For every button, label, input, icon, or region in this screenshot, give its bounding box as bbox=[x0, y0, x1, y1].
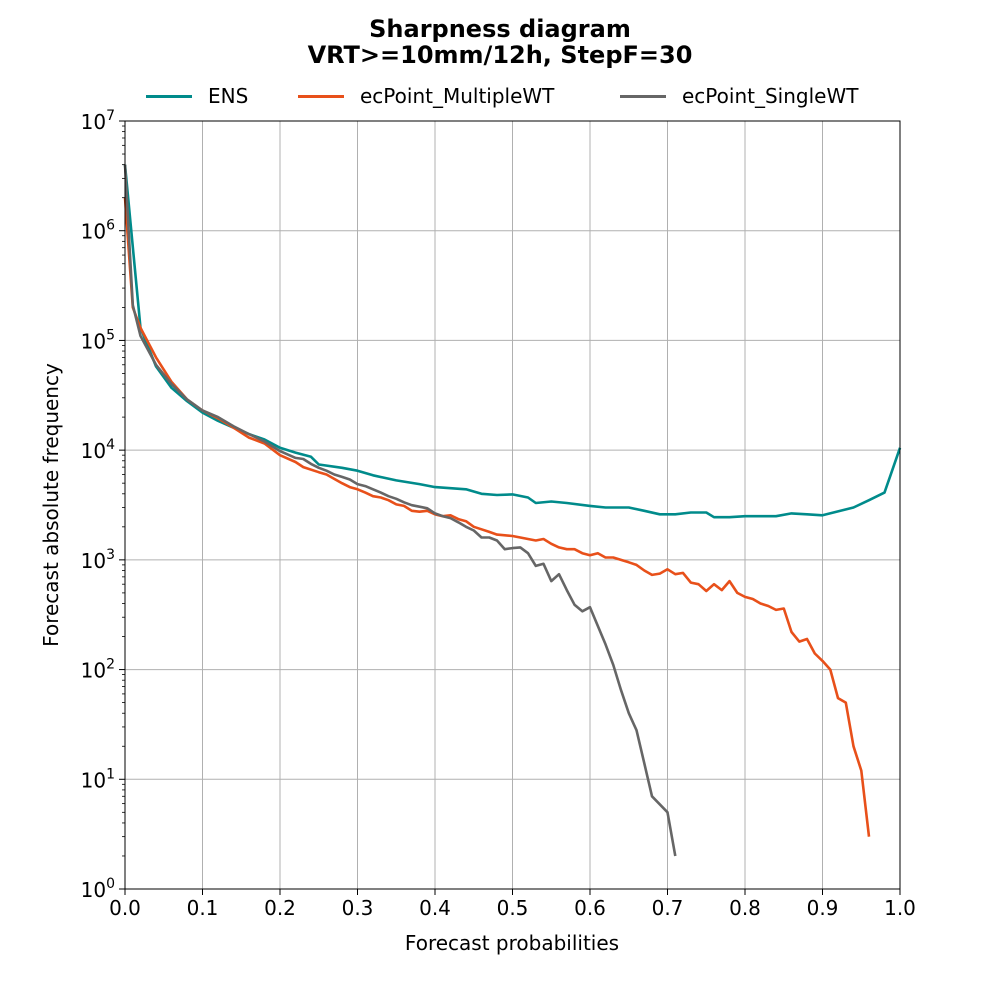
x-tick-label: 0.4 bbox=[419, 896, 451, 920]
series-line-ecpoint-multiplewt bbox=[123, 197, 871, 837]
y-tick-label: 100 bbox=[81, 876, 115, 902]
chart-legend: ENS ecPoint_MultipleWT ecPoint_SingleWT bbox=[0, 82, 1000, 110]
x-tick-label: 0.1 bbox=[187, 896, 219, 920]
x-tick-label: 0.7 bbox=[652, 896, 684, 920]
x-tick-label: 0.3 bbox=[342, 896, 374, 920]
y-tick-label: 103 bbox=[81, 547, 115, 573]
y-tick-label: 106 bbox=[81, 218, 115, 244]
legend-item-multiplewt: ecPoint_MultipleWT bbox=[298, 82, 554, 110]
y-tick-label: 102 bbox=[81, 657, 115, 683]
legend-label-ens: ENS bbox=[208, 84, 249, 108]
chart-subtitle: VRT>=10mm/12h, StepF=30 bbox=[307, 41, 693, 69]
x-tick-label: 1.0 bbox=[884, 896, 916, 920]
y-axis-label: Forecast absolute frequency bbox=[39, 363, 63, 647]
series-layer bbox=[123, 164, 902, 857]
y-tick-label: 105 bbox=[81, 327, 115, 353]
axis-layer: 0.0 0.1 0.2 0.3 0.4 0.5 0.6 0.7 0.8 0.9 1.0 100 101 1… bbox=[81, 108, 916, 920]
series-line-ecpoint-singlewt bbox=[123, 164, 677, 857]
legend-swatch-singlewt bbox=[620, 94, 666, 98]
legend-item-ens: ENS bbox=[146, 82, 248, 110]
legend-swatch-multiplewt bbox=[298, 94, 344, 98]
y-tick-label: 107 bbox=[81, 108, 115, 134]
x-tick-label: 0.5 bbox=[497, 896, 529, 920]
x-tick-label: 0.6 bbox=[574, 896, 606, 920]
x-tick-label: 0.0 bbox=[109, 896, 141, 920]
legend-label-multiplewt: ecPoint_MultipleWT bbox=[360, 84, 555, 108]
legend-swatch-ens bbox=[146, 94, 192, 98]
x-axis-label: Forecast probabilities bbox=[405, 931, 619, 955]
plot-frame bbox=[124, 120, 901, 890]
y-tick-label: 101 bbox=[81, 766, 115, 792]
legend-item-singlewt: ecPoint_SingleWT bbox=[620, 82, 858, 110]
grid-layer bbox=[124, 120, 901, 890]
y-tick-label: 104 bbox=[81, 437, 115, 463]
x-tick-label: 0.2 bbox=[264, 896, 296, 920]
chart-title: Sharpness diagram bbox=[369, 15, 631, 43]
legend-label-singlewt: ecPoint_SingleWT bbox=[682, 84, 859, 108]
x-tick-label: 0.9 bbox=[807, 896, 839, 920]
x-tick-label: 0.8 bbox=[729, 896, 761, 920]
series-line-ens bbox=[123, 164, 902, 519]
